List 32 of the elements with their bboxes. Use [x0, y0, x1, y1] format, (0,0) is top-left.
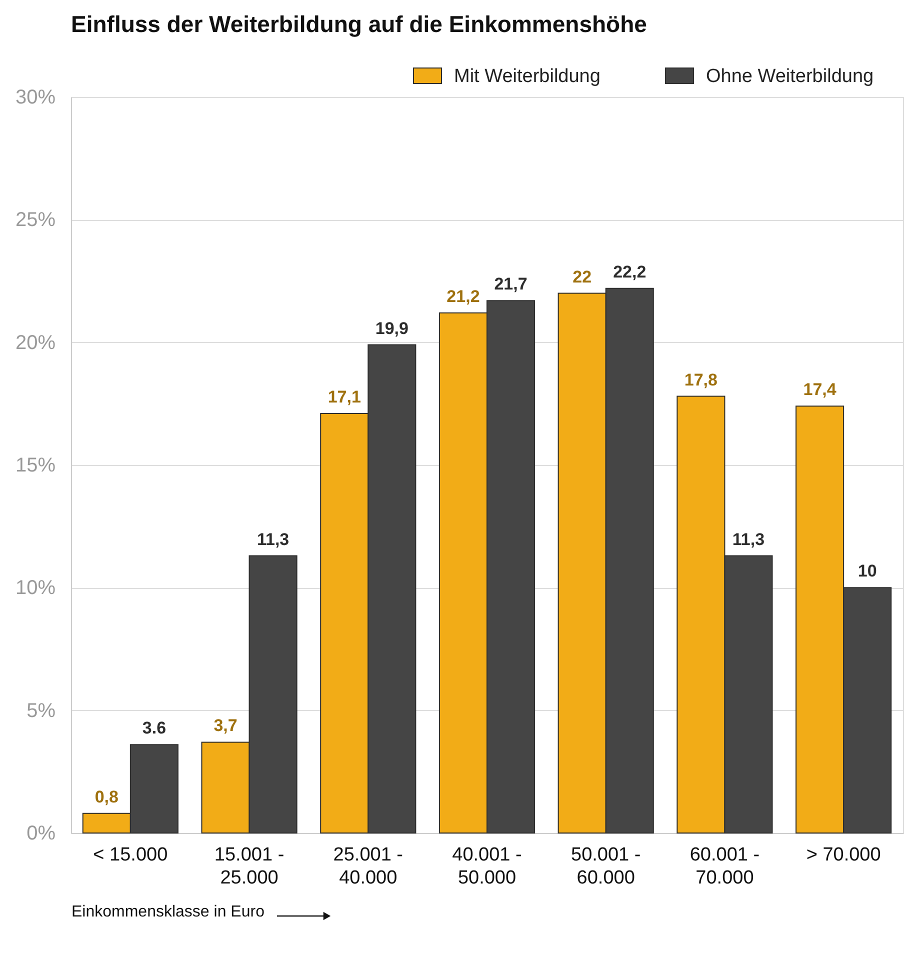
y-tick-label: 15%	[15, 454, 56, 476]
data-label: 17,8	[684, 370, 718, 390]
chart-title: Einfluss der Weiterbildung auf die Einkommenshöhe	[71, 11, 647, 37]
x-tick-label: 50.001 - 60.000	[570, 844, 641, 888]
data-label: 22	[572, 267, 592, 286]
data-label: 17,4	[803, 380, 837, 400]
x-tick-label: 25.001 - 40.000	[333, 844, 404, 888]
x-tick-label: < 15.000	[93, 844, 168, 866]
x-axis-title: Einkommensklasse in Euro	[72, 904, 265, 920]
y-tick-label: 20%	[15, 332, 56, 354]
y-tick-label: 25%	[15, 209, 56, 232]
y-tick-label: 10%	[15, 577, 56, 600]
data-label: 21,7	[494, 274, 528, 294]
data-label: 10	[858, 562, 877, 581]
y-tick-label: 30%	[15, 86, 56, 108]
data-label: 0,8	[94, 787, 118, 806]
x-tick-label: 60.001 - 70.000	[690, 844, 760, 888]
data-label: 3.6	[142, 718, 166, 738]
data-label: 11,3	[732, 530, 765, 549]
x-tick-label: > 70.000	[806, 844, 881, 866]
legend-label: Ohne Weiterbildung	[706, 66, 874, 87]
data-label: 17,1	[328, 387, 361, 406]
x-tick-label: 15.001 - 25.000	[214, 844, 284, 888]
data-label: 22,2	[613, 262, 646, 282]
y-tick-label: 5%	[26, 700, 56, 722]
y-tick-label: 0%	[26, 822, 56, 844]
data-label: 3,7	[214, 716, 238, 736]
data-label: 19,9	[375, 318, 408, 338]
legend-label: Mit Weiterbildung	[454, 66, 600, 87]
x-tick-label: 40.001 - 50.000	[452, 844, 522, 888]
data-label: 21,2	[446, 286, 480, 306]
data-label: 11,3	[256, 530, 290, 549]
